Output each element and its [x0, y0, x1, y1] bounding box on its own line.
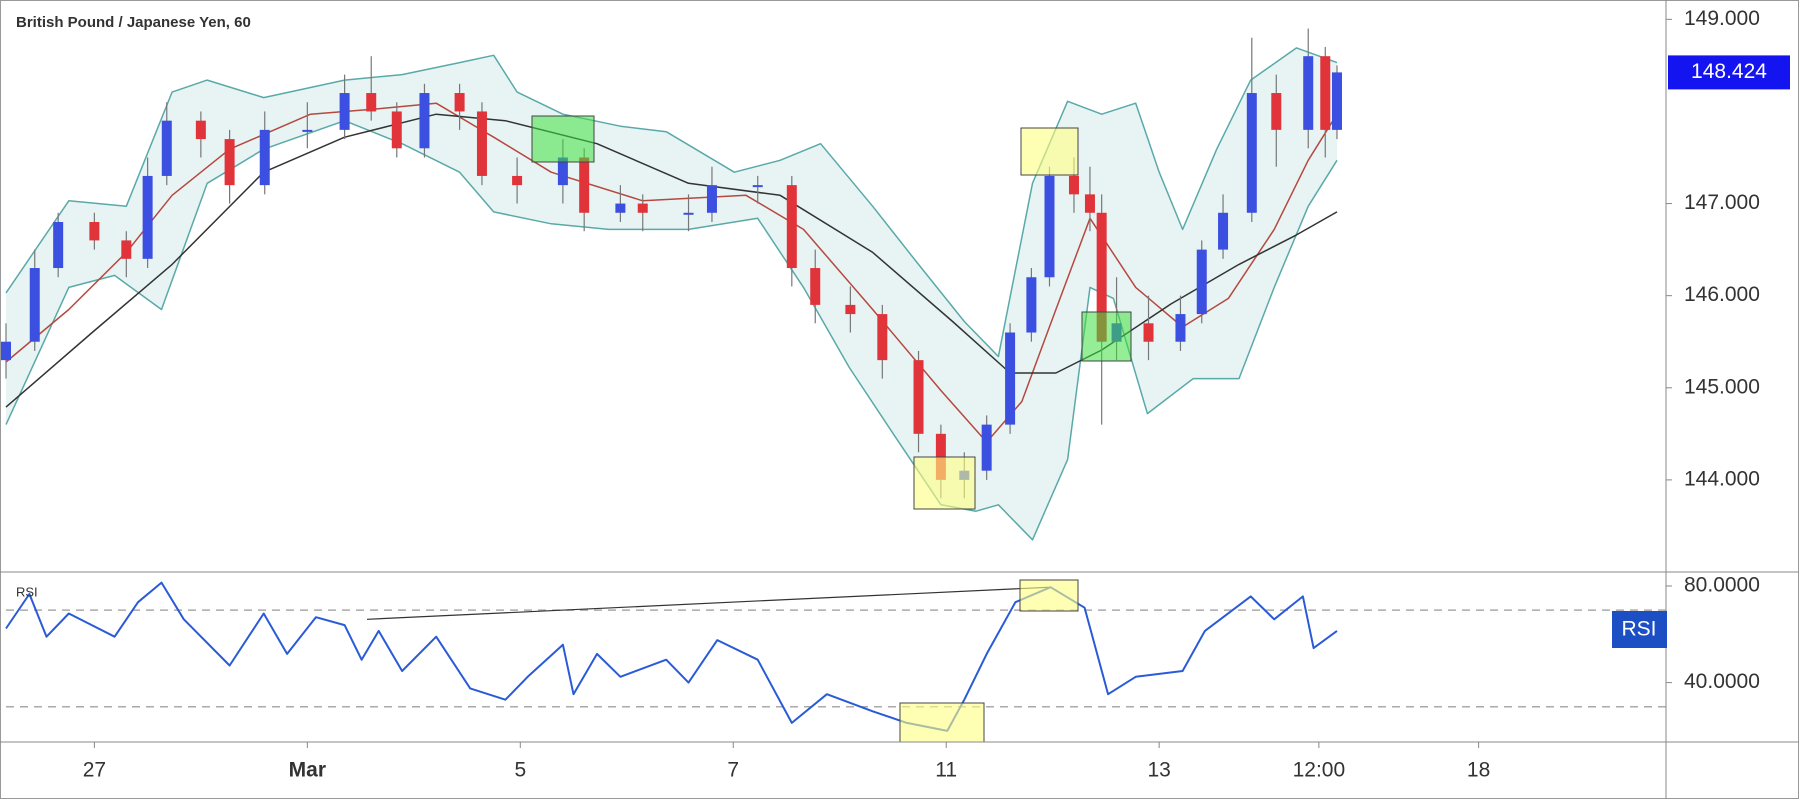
- candle-body: [512, 175, 523, 186]
- x-tick-label: 7: [727, 759, 739, 782]
- indicator-badge-text: RSI: [1621, 618, 1656, 641]
- candle-body: [259, 129, 270, 186]
- candle-body: [877, 314, 888, 361]
- candle-body: [1246, 93, 1257, 213]
- highlight-box: [531, 115, 595, 163]
- y-tick-label: 40.0000: [1684, 670, 1760, 693]
- candle-body: [981, 424, 992, 471]
- highlight-box: [913, 456, 976, 510]
- x-tick-label: 11: [935, 759, 957, 782]
- candle-body: [1044, 175, 1055, 278]
- highlight-box: [1019, 579, 1079, 612]
- candle-body: [1303, 56, 1314, 130]
- candle-body: [1331, 72, 1342, 130]
- candle-body: [1, 341, 11, 361]
- candle-body: [557, 157, 568, 186]
- y-tick-label: 144.000: [1684, 467, 1760, 490]
- candle-body: [683, 212, 694, 215]
- candle-body: [419, 93, 430, 149]
- x-tick-label: 13: [1147, 759, 1170, 782]
- candle-body: [786, 185, 797, 269]
- candle-body: [1196, 249, 1207, 315]
- last-price-label: 148.424: [1691, 60, 1767, 83]
- candle-body: [845, 304, 856, 315]
- candle-body: [579, 157, 590, 213]
- indicator-badge: [1612, 611, 1667, 648]
- highlight-box: [1081, 311, 1132, 362]
- plot-layer: [1, 28, 1666, 732]
- candle-body: [89, 221, 100, 241]
- candle-body: [1218, 212, 1229, 250]
- last-price-box: [1668, 55, 1790, 90]
- trendline: [366, 586, 1051, 620]
- y-tick-label: 145.000: [1684, 375, 1760, 398]
- rsi-line: [5, 581, 1338, 732]
- upper-band: [5, 47, 1338, 358]
- candle-body: [1026, 277, 1037, 333]
- candle-body: [615, 203, 626, 213]
- y-tick-label: 149.000: [1684, 7, 1760, 30]
- candle-body: [195, 120, 206, 140]
- candle-body: [339, 93, 350, 130]
- candle-body: [1005, 332, 1016, 425]
- highlight-box: [1020, 127, 1079, 176]
- candle-body: [391, 111, 402, 149]
- candle-body: [476, 111, 487, 176]
- candle-body: [161, 120, 172, 176]
- candle-body: [224, 139, 235, 186]
- candle-body: [1320, 56, 1331, 130]
- highlight-box: [899, 702, 985, 743]
- candle-body: [121, 240, 132, 259]
- band-fill: [6, 47, 1337, 540]
- candle-body: [142, 175, 153, 259]
- y-tick-label: 146.000: [1684, 283, 1760, 306]
- candle-body: [1175, 314, 1186, 342]
- candle-body: [1084, 194, 1095, 213]
- y-tick-label: 80.0000: [1684, 574, 1760, 597]
- lower-band: [5, 119, 1338, 541]
- candle-body: [366, 93, 377, 112]
- candle-body: [913, 360, 924, 434]
- candle-body: [302, 129, 313, 132]
- candle-body: [752, 185, 763, 188]
- x-tick-label: 12:00: [1293, 759, 1346, 782]
- candle-body: [53, 221, 64, 269]
- candle-body: [29, 268, 40, 342]
- candle-body: [706, 185, 717, 213]
- x-tick-label: 5: [514, 759, 526, 782]
- indicator-label: RSI: [16, 584, 38, 599]
- chart-title: British Pound / Japanese Yen, 60: [16, 14, 251, 31]
- annotations: [531, 115, 1132, 743]
- x-tick-label: 18: [1467, 759, 1490, 782]
- candle-body: [637, 203, 648, 213]
- candle-body: [1143, 323, 1154, 342]
- y-tick-label: 147.000: [1684, 191, 1760, 214]
- candle-body: [1271, 93, 1282, 130]
- candle-body: [810, 268, 821, 305]
- candle-body: [1068, 175, 1079, 195]
- x-tick-label: Mar: [289, 759, 326, 782]
- candle-body: [454, 93, 465, 112]
- candle-body: [1096, 212, 1107, 342]
- x-tick-label: 27: [83, 759, 106, 782]
